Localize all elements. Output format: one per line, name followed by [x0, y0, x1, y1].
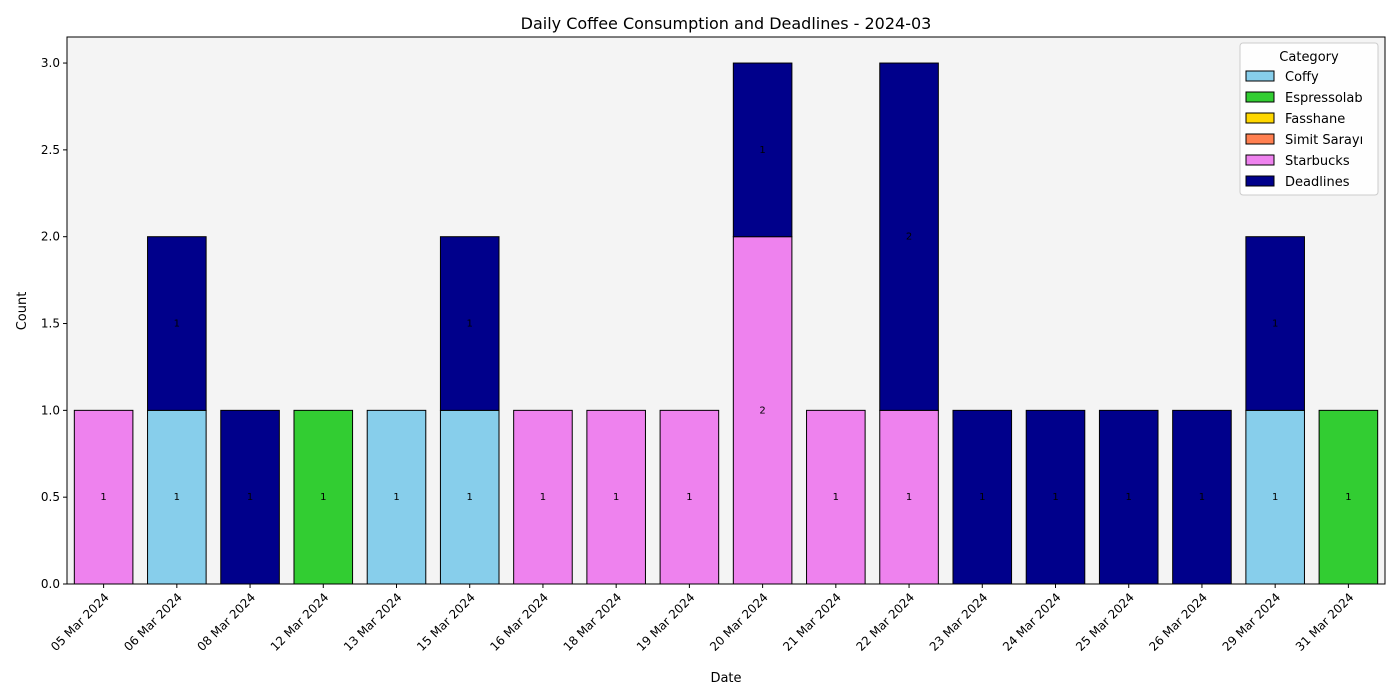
bar-segment: [732, 236, 793, 585]
x-tick-label: 15 Mar 2024: [414, 590, 478, 654]
bar-segment: [1245, 236, 1305, 411]
x-axis-label: Date: [710, 671, 741, 686]
bar-segment: [586, 409, 646, 585]
bar-value-label: 2: [759, 405, 765, 416]
bar-value-label: 1: [174, 492, 180, 503]
bar-value-label: 2: [906, 232, 912, 243]
y-tick-label: 2.0: [41, 230, 60, 244]
bar-segment: [1245, 409, 1305, 585]
y-axis: 0.0 0.5 1.0 1.5 2.0 2.5 3.0: [41, 56, 67, 591]
x-tick-label: 29 Mar 2024: [1220, 590, 1284, 654]
bars-group: 1 1 1 1 1 1 1 1 1 1 2 1 1 1 1 1 1 2 1 1 1 1 1: [66, 36, 1386, 585]
y-tick-label: 0.5: [41, 490, 60, 504]
legend-swatch: [1245, 70, 1275, 82]
legend-title: Category: [1279, 50, 1339, 65]
x-tick-label: 24 Mar 2024: [1000, 590, 1064, 654]
bar-segment: [879, 409, 939, 585]
bar-segment: [732, 62, 793, 238]
x-tick-label: 20 Mar 2024: [707, 590, 771, 654]
bar-value-label: 1: [174, 319, 180, 330]
y-tick-label: 3.0: [41, 56, 60, 70]
x-tick-label: 21 Mar 2024: [780, 590, 844, 654]
y-tick-label: 2.5: [41, 143, 60, 157]
bar-segment: [806, 409, 866, 585]
x-tick-label: 22 Mar 2024: [853, 590, 917, 654]
bar-segment: [147, 236, 207, 411]
legend-entry-label: Fasshane: [1285, 112, 1345, 127]
plot-area: [67, 37, 1385, 584]
legend-entry-label: Starbucks: [1285, 154, 1350, 169]
bar-segment: [879, 62, 939, 411]
bar-segment: [1098, 409, 1159, 585]
x-tick-label: 31 Mar 2024: [1293, 590, 1357, 654]
bar-value-label: 1: [1126, 492, 1132, 503]
legend-swatch: [1245, 91, 1275, 103]
bar-value-label: 1: [393, 492, 399, 503]
bar-segment: [513, 409, 573, 585]
bar-value-label: 1: [759, 145, 765, 156]
x-axis: 05 Mar 2024 06 Mar 2024 08 Mar 2024 12 Mar …: [48, 584, 1357, 654]
bar-value-label: 1: [613, 492, 619, 503]
legend: Category Coffy Espressolab Fasshane Simi…: [1239, 42, 1379, 196]
bar-value-label: 1: [320, 492, 326, 503]
bar-value-label: 1: [1272, 319, 1278, 330]
bar-segment: [220, 409, 280, 585]
bar-value-label: 1: [906, 492, 912, 503]
bar-value-label: 1: [247, 492, 253, 503]
bar-segment: [1172, 409, 1232, 585]
legend-swatch: [1245, 175, 1275, 187]
bar-segment: [659, 409, 720, 585]
bar-value-label: 1: [467, 319, 473, 330]
y-tick-label: 1.0: [41, 403, 60, 417]
bar-value-label: 1: [979, 492, 985, 503]
x-tick-label: 12 Mar 2024: [268, 590, 332, 654]
y-axis-label: Count: [15, 292, 30, 331]
bar-segment: [439, 409, 500, 585]
legend-entry-label: Deadlines: [1285, 175, 1350, 190]
y-tick-label: 0.0: [41, 577, 60, 591]
bar-value-label: 1: [540, 492, 546, 503]
bar-value-label: 1: [686, 492, 692, 503]
bar-segment: [952, 409, 1013, 585]
x-tick-label: 26 Mar 2024: [1146, 590, 1210, 654]
bar-value-label: 1: [1199, 492, 1205, 503]
bar-value-label: 1: [1272, 492, 1278, 503]
bar-segment: [366, 409, 427, 585]
x-tick-label: 25 Mar 2024: [1073, 590, 1137, 654]
bar-segment: [293, 409, 354, 585]
bar-segment: [1025, 409, 1086, 585]
legend-entry-label: Simit Sarayı: [1285, 133, 1363, 148]
legend-entry-label: Espressolab: [1285, 91, 1363, 106]
legend-swatch: [1245, 133, 1275, 145]
x-tick-label: 16 Mar 2024: [487, 590, 551, 654]
bar-segment: [73, 409, 134, 585]
x-tick-label: 06 Mar 2024: [121, 590, 185, 654]
bar-value-label: 1: [1052, 492, 1058, 503]
x-tick-label: 05 Mar 2024: [48, 590, 112, 654]
bar-value-label: 1: [833, 492, 839, 503]
chart-title: Daily Coffee Consumption and Deadlines -…: [521, 14, 932, 33]
legend-swatch: [1245, 154, 1275, 166]
plot-frame: [66, 36, 1386, 585]
bar-value-label: 1: [467, 492, 473, 503]
y-tick-label: 1.5: [41, 317, 60, 331]
bar-segment: [147, 409, 207, 585]
bar-value-label: 1: [1345, 492, 1351, 503]
x-tick-label: 18 Mar 2024: [561, 590, 625, 654]
bar-segment: [439, 236, 500, 411]
x-tick-label: 08 Mar 2024: [194, 590, 258, 654]
bar-value-label: 1: [100, 492, 106, 503]
x-tick-label: 23 Mar 2024: [927, 590, 991, 654]
legend-entry-label: Coffy: [1285, 70, 1319, 85]
x-tick-label: 19 Mar 2024: [634, 590, 698, 654]
x-tick-label: 13 Mar 2024: [341, 590, 405, 654]
legend-swatch: [1245, 112, 1275, 124]
